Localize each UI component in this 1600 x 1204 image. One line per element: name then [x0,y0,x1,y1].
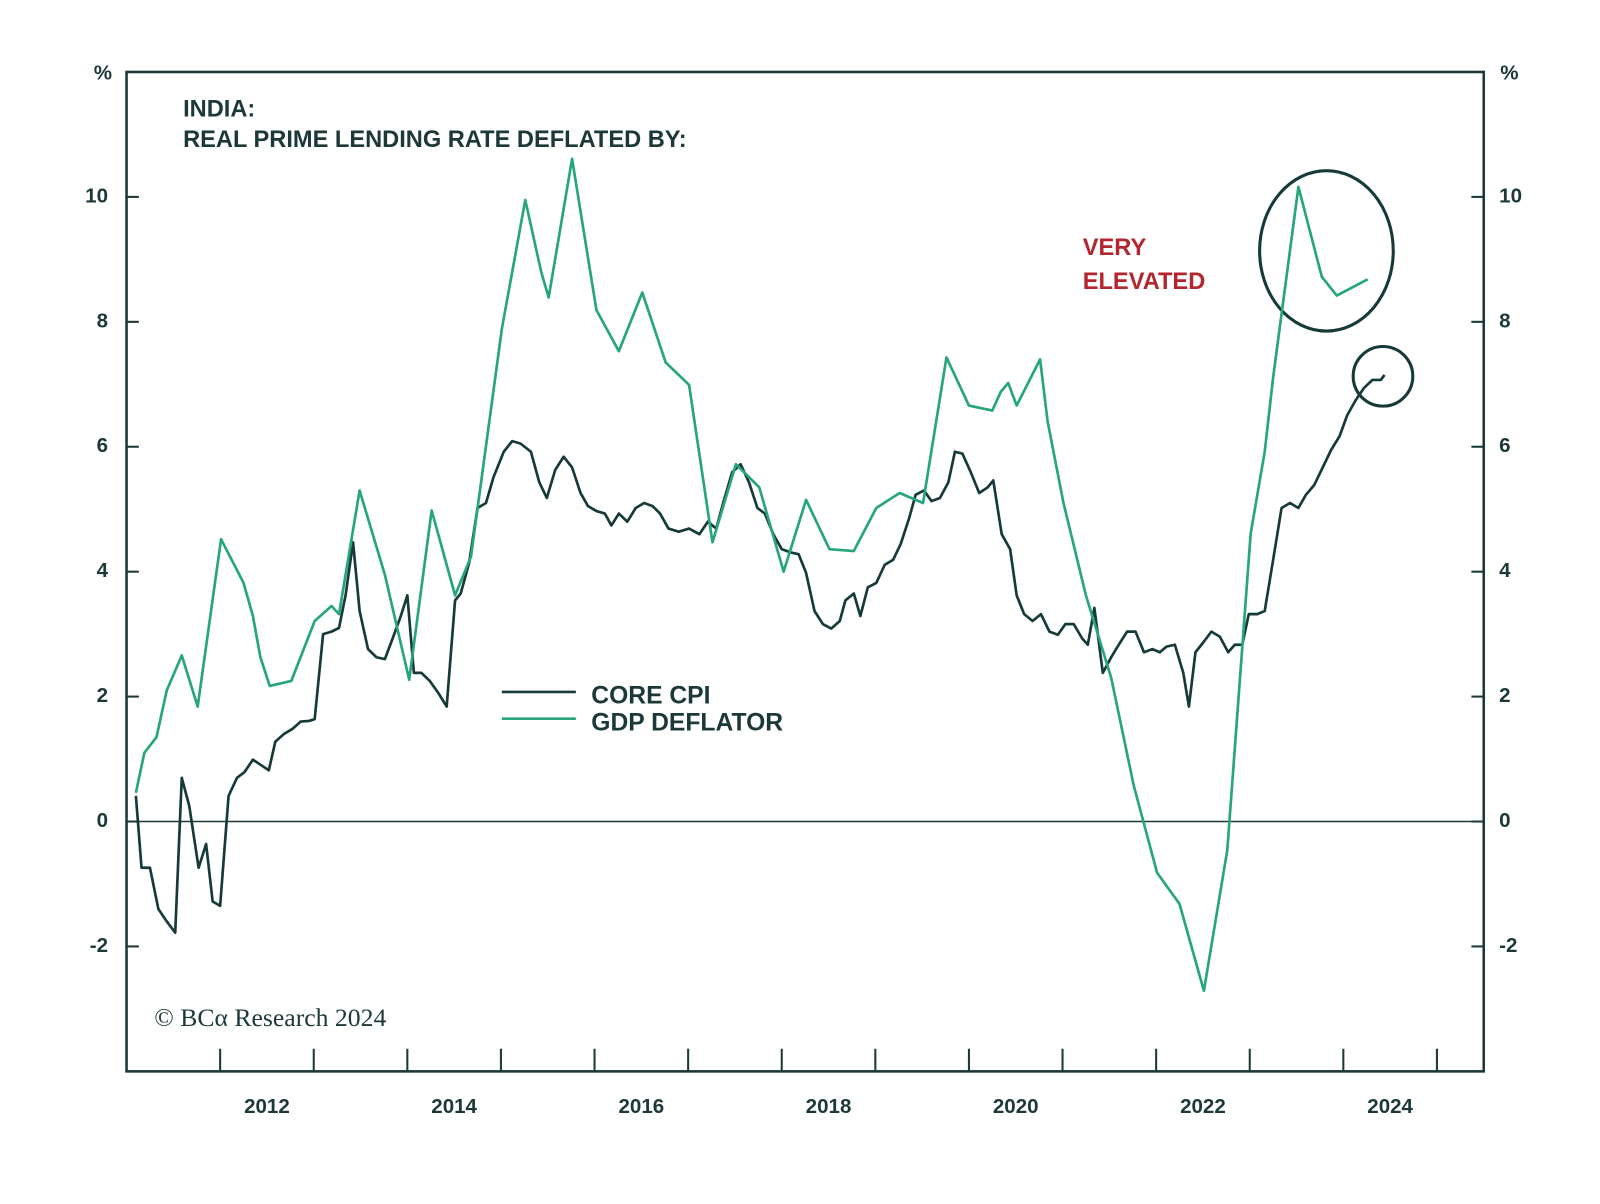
chart-title: REAL PRIME LENDING RATE DEFLATED BY: [183,127,687,153]
y-tick-label: 10 [85,184,108,207]
highlight-circle [1258,169,1395,333]
legend-label: CORE CPI [591,683,710,710]
y2-axis-label: % [1500,61,1518,84]
chart-title: INDIA: [183,96,255,122]
y-tick-label: -2 [90,934,108,957]
x-tick-label: 2012 [244,1095,290,1118]
y2-tick-label: 4 [1499,559,1511,582]
legend-label: GDP DEFLATOR [591,709,783,736]
y-tick-label: 2 [97,684,108,707]
series-line [134,374,1386,935]
y2-tick-label: 8 [1499,309,1510,332]
y-tick-label: 0 [97,809,108,832]
y2-tick-label: 0 [1499,809,1510,832]
x-tick-label: 2016 [618,1095,664,1118]
y2-tick-label: 10 [1499,184,1522,207]
x-tick-label: 2014 [431,1095,477,1118]
y-tick-label: 8 [97,309,108,332]
series-line [134,157,1369,993]
y2-tick-label: 6 [1499,434,1510,457]
y-tick-label: 4 [97,559,109,582]
source: © BCα Research 2024 [154,1003,386,1032]
x-tick-label: 2024 [1367,1095,1413,1118]
y2-tick-label: 2 [1499,684,1510,707]
x-tick-label: 2018 [806,1095,852,1118]
x-tick-label: 2022 [1180,1095,1226,1118]
annotation: VERY [1083,235,1147,261]
y-tick-label: 6 [97,434,108,457]
y-axis-label: % [94,61,112,84]
x-tick-label: 2020 [993,1095,1039,1118]
annotation: ELEVATED [1083,269,1206,295]
highlight-circle [1351,344,1415,408]
y2-tick-label: -2 [1499,934,1517,957]
